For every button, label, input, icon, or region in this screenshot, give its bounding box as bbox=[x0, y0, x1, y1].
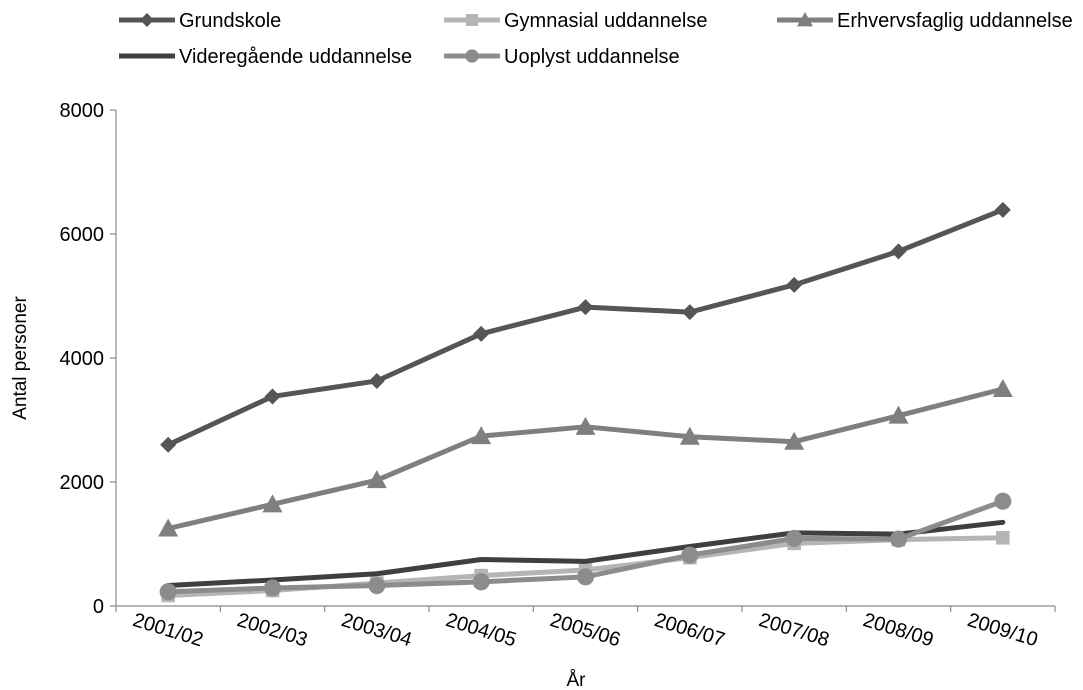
legend-entry: Erhvervsfaglig uddannelse bbox=[777, 10, 1073, 32]
data-point bbox=[264, 388, 281, 405]
data-point bbox=[890, 243, 907, 260]
x-tick-label: 2009/10 bbox=[965, 609, 1041, 651]
data-point bbox=[784, 431, 805, 450]
data-point bbox=[888, 405, 909, 424]
x-tick-label: 2006/07 bbox=[652, 609, 728, 651]
data-point bbox=[160, 436, 177, 453]
legend-marker bbox=[466, 14, 478, 26]
y-tick-label: 6000 bbox=[60, 224, 105, 246]
series-3 bbox=[158, 379, 1013, 537]
x-tick-label: 2007/08 bbox=[756, 609, 832, 651]
legend-label: Gymnasial uddannelse bbox=[504, 10, 707, 32]
legend-label: Erhvervsfaglig uddannelse bbox=[837, 10, 1073, 32]
data-point bbox=[263, 579, 282, 597]
legend-marker bbox=[140, 13, 154, 27]
x-tick-label: 2008/09 bbox=[860, 609, 936, 651]
x-tick-label: 2001/02 bbox=[130, 609, 206, 651]
x-tick-label: 2003/04 bbox=[339, 609, 415, 651]
legend-entry: Gymnasial uddannelse bbox=[444, 10, 707, 32]
series-2 bbox=[161, 531, 1010, 603]
axes: 0 2000 4000 6000 8000 2001/02 2002/03 2003/04 20… bbox=[60, 100, 1056, 651]
data-point bbox=[679, 426, 700, 445]
y-tick-label: 4000 bbox=[60, 348, 105, 370]
x-axis-title: År bbox=[567, 670, 587, 690]
data-point bbox=[996, 531, 1010, 545]
legend-entry: Uoplyst uddannelse bbox=[444, 46, 680, 68]
data-point bbox=[681, 546, 699, 564]
series-1 bbox=[160, 201, 1011, 453]
legend: Grundskole Gymnasial uddannelse Erhvervsfa… bbox=[119, 10, 1073, 68]
series-4 bbox=[165, 519, 1006, 589]
data-point bbox=[992, 379, 1013, 397]
series-layer bbox=[158, 201, 1013, 603]
data-point bbox=[785, 529, 803, 547]
legend-label: Videregående uddannelse bbox=[179, 46, 412, 68]
data-point bbox=[576, 568, 595, 586]
data-point bbox=[994, 492, 1012, 510]
legend-marker bbox=[797, 12, 813, 27]
data-point bbox=[473, 325, 490, 342]
legend-marker bbox=[465, 49, 479, 63]
x-tick-label: 2002/03 bbox=[234, 609, 310, 651]
data-point bbox=[368, 576, 386, 595]
y-tick-label: 2000 bbox=[60, 472, 105, 494]
x-tick-label: 2004/05 bbox=[443, 609, 519, 651]
x-tick-label: 2005/06 bbox=[547, 609, 623, 651]
y-axis-title: Antal personer bbox=[10, 296, 31, 420]
data-point bbox=[889, 530, 908, 548]
legend-entry: Grundskole bbox=[119, 10, 281, 32]
data-point bbox=[577, 299, 594, 316]
legend-label: Uoplyst uddannelse bbox=[504, 46, 680, 68]
legend-label: Grundskole bbox=[179, 10, 281, 32]
data-point bbox=[471, 426, 492, 445]
y-tick-label: 0 bbox=[93, 596, 104, 618]
data-point bbox=[368, 372, 385, 389]
data-point bbox=[262, 494, 283, 513]
data-point bbox=[681, 304, 698, 321]
data-point bbox=[994, 201, 1011, 218]
y-tick-label: 8000 bbox=[60, 100, 105, 122]
data-point bbox=[159, 583, 177, 601]
series-5 bbox=[159, 492, 1012, 601]
series-line bbox=[165, 519, 1006, 589]
legend-entry: Videregående uddannelse bbox=[119, 46, 412, 68]
data-point bbox=[158, 518, 179, 537]
data-point bbox=[786, 276, 803, 293]
data-point bbox=[366, 470, 387, 489]
series-line bbox=[165, 386, 1006, 531]
data-point bbox=[472, 573, 490, 591]
data-point bbox=[575, 416, 596, 435]
series-line bbox=[165, 207, 1006, 448]
